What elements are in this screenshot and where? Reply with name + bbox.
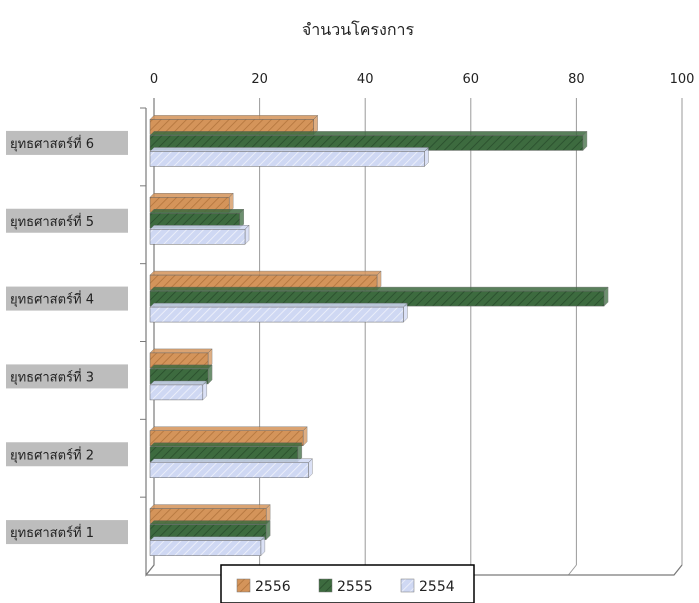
bar-top-face [149, 442, 303, 447]
bar-top-face [149, 115, 319, 120]
legend-label: 2555 [337, 579, 373, 595]
bar-top-face [149, 380, 208, 386]
bar-top-face [149, 426, 308, 431]
x-tick-label: 0 [150, 72, 158, 87]
category-label-bg [6, 442, 128, 467]
x-tick-label: 100 [670, 72, 695, 87]
bar-top-face [149, 504, 271, 509]
category-label-bg [6, 520, 128, 545]
bar [149, 229, 246, 245]
bars [149, 114, 609, 557]
x-tick-label: 20 [251, 72, 268, 87]
legend-swatch [318, 578, 333, 593]
legend: 2556 2555 2554 [220, 564, 475, 603]
bar [149, 540, 262, 556]
bar-top-face [149, 286, 609, 292]
legend-label: 2556 [255, 579, 291, 595]
x-tick-label: 40 [357, 72, 374, 87]
gridlines [145, 98, 683, 577]
category-label-bg [6, 364, 128, 389]
bar [149, 306, 404, 323]
bar-top-face [149, 520, 271, 525]
bar-top-face [149, 348, 213, 354]
bar-top-face [149, 225, 250, 230]
category-label-bg [6, 208, 128, 233]
bar-top-face [149, 193, 234, 198]
category-label: ยุทธศาสตร์ที่ 2 [10, 446, 94, 463]
category-label-bg [6, 130, 128, 155]
legend-label: 2554 [419, 579, 455, 595]
category-label: ยุทธศาสตร์ที่ 6 [10, 135, 94, 152]
bar [149, 384, 204, 401]
category-label: ยุทธศาสตร์ที่ 5 [10, 213, 94, 230]
chart-title: จำนวนโครงการ [302, 20, 415, 39]
category-label: ยุทธศาสตร์ที่ 1 [10, 524, 94, 541]
floor-gridline [568, 564, 577, 576]
bar-top-face [149, 131, 588, 136]
bar-top-face [149, 147, 430, 152]
x-tick-label: 60 [463, 72, 480, 87]
legend-swatch [236, 578, 251, 593]
bar-top-face [149, 302, 408, 308]
category-label: ยุทธศาสตร์ที่ 4 [10, 291, 94, 308]
x-axis-ticks: 0 20 40 60 80 100 [150, 72, 695, 87]
category-label-bg [6, 286, 128, 311]
category-axis: ยุทธศาสตร์ที่ 1 ยุทธศาสตร์ที่ 2 ยุทธศาสตร์… [6, 107, 146, 545]
left-wall [145, 98, 155, 577]
bar-top-face [149, 364, 213, 370]
bar-top-face [149, 458, 313, 463]
category-label: ยุทธศาสตร์ที่ 3 [10, 368, 94, 385]
legend-swatch [400, 578, 415, 593]
bar [149, 462, 309, 478]
bar [149, 151, 425, 167]
legend-box [220, 564, 475, 603]
bar-top-face [149, 536, 266, 541]
x-tick-label: 80 [568, 72, 585, 87]
bar-top-face [149, 209, 245, 214]
bar-top-face [149, 270, 382, 276]
